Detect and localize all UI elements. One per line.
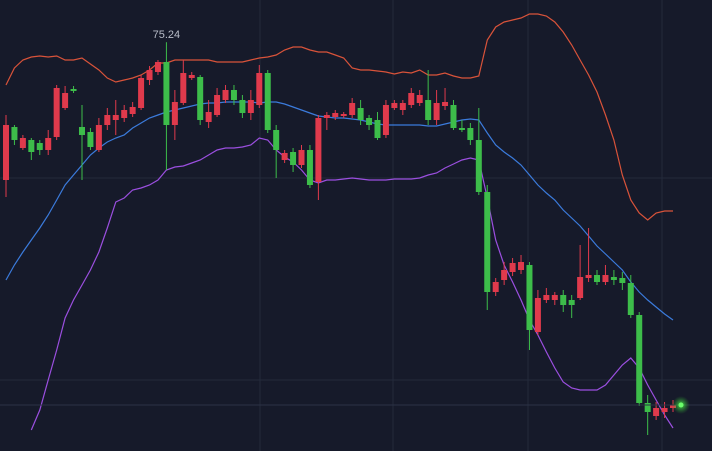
candle-body (36, 143, 43, 150)
candle-body (577, 277, 584, 298)
candle-body (526, 265, 533, 330)
candle-body (610, 277, 617, 280)
candle-body (256, 73, 263, 105)
candle-body (298, 150, 305, 165)
candle-body (627, 283, 634, 315)
candle-body (425, 100, 432, 120)
candle-body (416, 95, 423, 103)
candle-body (366, 118, 373, 125)
candle-body (636, 315, 643, 403)
candle-body (180, 73, 187, 103)
candle-body (484, 192, 491, 292)
candle-body (602, 275, 609, 282)
candle-body (205, 112, 212, 122)
candle-body (95, 125, 102, 150)
candle-body (644, 403, 651, 412)
price-dot (678, 402, 684, 408)
candle-body (382, 105, 389, 135)
candle-body (374, 120, 381, 138)
candle-body (475, 140, 482, 192)
candle-body (450, 105, 457, 128)
candle-body (340, 114, 347, 116)
candle-body (467, 128, 474, 140)
candle-body (264, 73, 271, 130)
candle-body (433, 103, 440, 120)
band-line (5, 13, 673, 221)
candle-body (87, 132, 94, 147)
candle-body (315, 118, 322, 182)
candle-body (442, 102, 449, 106)
candle-body (78, 127, 85, 135)
candle-body (357, 108, 364, 120)
candle-body (222, 90, 229, 100)
candle-body (53, 88, 60, 137)
band-line (30, 137, 674, 431)
candle-body (619, 278, 626, 283)
candle-body (239, 100, 246, 113)
candle-body (518, 262, 525, 270)
candle-body (188, 75, 195, 78)
candle-body (273, 130, 280, 150)
candle-body (28, 140, 35, 152)
candle-body (214, 95, 221, 115)
candle-body (661, 408, 668, 412)
candle-body (70, 89, 77, 91)
candle-body (112, 115, 119, 120)
candle-body (62, 93, 69, 108)
candle-body (230, 90, 237, 100)
candle-body (568, 300, 575, 305)
candle-body (594, 275, 601, 282)
candle-body (551, 295, 558, 300)
candle-body (138, 78, 145, 108)
candle-body (391, 103, 398, 108)
candle-body (146, 70, 153, 80)
candle-body (290, 152, 297, 165)
candle-body (349, 103, 356, 115)
high-label: 75.24 (153, 29, 181, 41)
candle-body (45, 138, 52, 150)
candle-body (534, 298, 541, 332)
candle-body (247, 100, 254, 113)
candle-body (129, 107, 136, 114)
candle-body (332, 113, 339, 117)
candle-body (121, 110, 128, 118)
candle-body (306, 150, 313, 185)
candle-body (560, 295, 567, 305)
candle-body (509, 263, 516, 272)
candle-body (19, 138, 26, 148)
candle-body (543, 295, 550, 300)
candle-body (408, 93, 415, 105)
candle-body (197, 77, 204, 120)
band-line (5, 101, 674, 321)
candle-body (585, 275, 592, 278)
candle-body (323, 115, 330, 118)
candle-body (399, 103, 406, 110)
candle-body (3, 125, 9, 180)
candle-body (104, 115, 111, 125)
candle-body (163, 62, 170, 125)
candle-body (11, 127, 18, 140)
candle-body (492, 282, 499, 292)
candle-body (501, 270, 508, 280)
candle-body (653, 408, 660, 416)
candle-body (171, 102, 178, 125)
candle-body (458, 128, 465, 130)
candle-body (281, 153, 288, 160)
candle-body (154, 62, 161, 72)
